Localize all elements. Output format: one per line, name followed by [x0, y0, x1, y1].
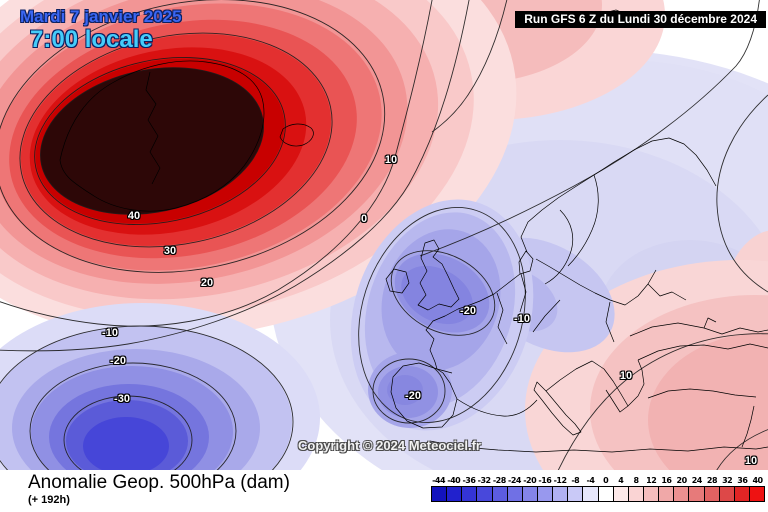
legend-cell — [659, 487, 675, 501]
legend-cell — [462, 487, 478, 501]
contour-label: 10 — [619, 370, 633, 382]
contour-label: -20 — [110, 355, 126, 367]
map-canvas — [0, 0, 768, 470]
legend-value: 16 — [661, 476, 672, 485]
contour-label: 10 — [384, 154, 398, 166]
legend-value: -28 — [492, 476, 506, 485]
legend-cell — [734, 487, 750, 501]
legend-cell — [492, 487, 508, 501]
legend-cell — [568, 487, 584, 501]
legend-cell — [689, 487, 705, 501]
contour-label: 30 — [163, 245, 177, 257]
legend-value: -24 — [508, 476, 521, 485]
contour-label: -10 — [102, 327, 118, 339]
legend-cell — [553, 487, 569, 501]
legend-value: -8 — [571, 476, 580, 485]
legend-cell — [749, 487, 765, 501]
contour-label: 20 — [200, 277, 214, 289]
anomaly-field-europe-trough — [350, 199, 615, 431]
legend-value: 4 — [618, 476, 624, 485]
legend-cell — [537, 487, 554, 501]
contour-label: -20 — [460, 305, 476, 317]
legend-value: -4 — [586, 476, 595, 485]
legend-value: -20 — [523, 476, 537, 485]
valid-date-label: Mardi 7 janvier 2025 — [20, 7, 182, 26]
contour-label: 0 — [360, 213, 368, 225]
anomaly-field-atlantic-low — [0, 303, 320, 470]
legend-value: 0 — [603, 476, 609, 485]
valid-time-label: 7:00 locale — [30, 26, 153, 53]
coastlines — [59, 9, 768, 453]
legend-cell — [674, 487, 690, 501]
legend-cell — [643, 487, 660, 501]
contour-label: 40 — [127, 210, 141, 222]
legend-value: 32 — [722, 476, 733, 485]
legend-value: -40 — [447, 476, 461, 485]
anomaly-field-ridge — [0, 0, 517, 339]
legend-value: 36 — [737, 476, 748, 485]
legend-cell — [719, 487, 735, 501]
legend-cell — [447, 487, 463, 501]
legend-cell — [613, 487, 629, 501]
legend-cell — [583, 487, 599, 501]
legend-value: -44 — [432, 476, 446, 485]
map: 40 30 20 10 0 -10 -20 -30 -20 -10 -20 10 10 — [0, 0, 768, 470]
contour-label: -10 — [514, 313, 530, 325]
legend-cell — [522, 487, 538, 501]
legend-value: 20 — [676, 476, 688, 485]
legend-cells — [431, 486, 765, 502]
legend-value: 12 — [646, 476, 657, 485]
legend-labels: -44 -40 -36 -32 -28 -24 -20 -16 -12 -8 -4 0 4 8 12 16 20… — [431, 476, 765, 485]
legend-cell — [704, 487, 720, 501]
legend-cell — [628, 487, 644, 501]
legend-cell — [598, 487, 614, 501]
legend-value: -16 — [538, 476, 552, 485]
chart-title: Anomalie Geop. 500hPa (dam) — [28, 472, 290, 493]
model-run-banner: Run GFS 6 Z du Lundi 30 décembre 2024 — [515, 11, 766, 28]
legend-cell — [507, 487, 523, 501]
legend-value: -36 — [462, 476, 476, 485]
contour-label: 10 — [744, 455, 758, 467]
legend-value: -32 — [477, 476, 491, 485]
legend-value: 24 — [691, 476, 703, 485]
contour-label: -20 — [405, 390, 421, 402]
legend-value: 8 — [633, 476, 639, 485]
legend-cell — [432, 487, 448, 501]
contour-label: -30 — [114, 393, 130, 405]
legend-value: -12 — [553, 476, 567, 485]
legend-cell — [477, 487, 493, 501]
legend-value: 28 — [706, 476, 718, 485]
legend-value: 40 — [752, 476, 763, 485]
footer: Anomalie Geop. 500hPa (dam) (+ 192h) -44… — [0, 470, 768, 512]
color-scale-legend: -44 -40 -36 -32 -28 -24 -20 -16 -12 -8 -4 0 4 8 12 16 20… — [431, 476, 765, 502]
forecast-lead-label: (+ 192h) — [28, 494, 70, 506]
copyright-label: Copyright © 2024 Meteociel.fr — [298, 438, 481, 453]
